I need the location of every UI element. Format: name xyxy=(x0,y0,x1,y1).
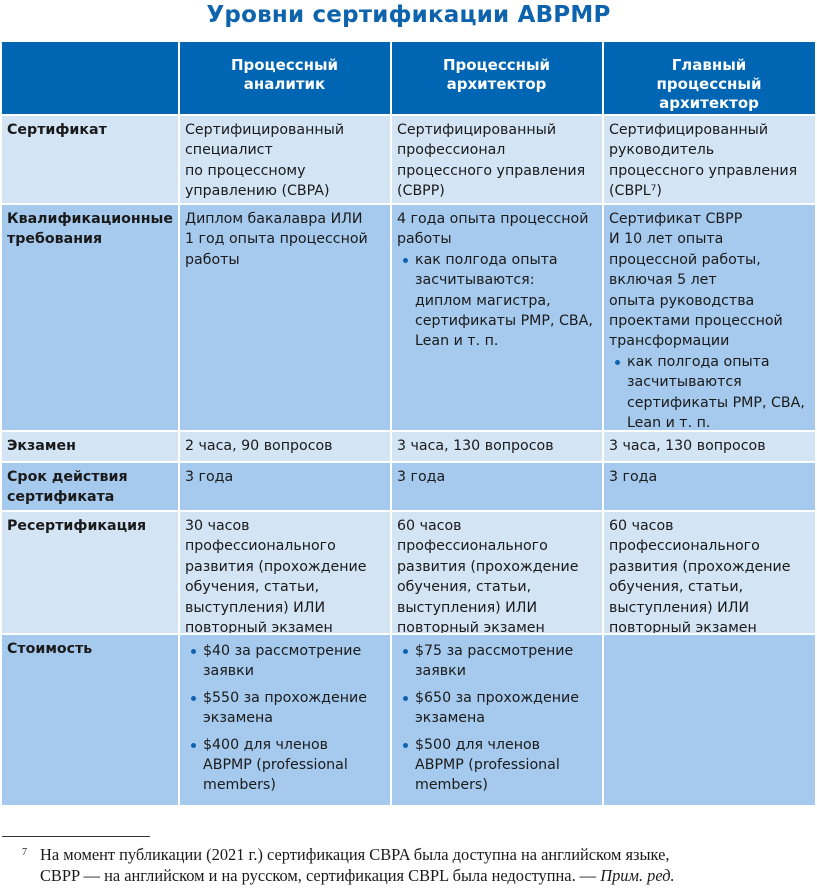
footnote: 7 На момент публикации (2021 г.) сертифи… xyxy=(22,844,817,886)
bullet-item: как полгода опыта засчитываются: диплом … xyxy=(403,250,596,352)
column-header: Процессный аналитик xyxy=(180,42,390,114)
row-header-text: Сертификат xyxy=(7,122,107,138)
table-cell: $75 за рассмотрение заявки $650 за прохож… xyxy=(392,635,602,805)
certification-table: Процессный аналитик Процессный архитектор… xyxy=(2,42,815,805)
table-cell: Сертификат CBPP И 10 лет опыта процессно… xyxy=(604,205,815,430)
column-header-text: Процессный архитектор xyxy=(442,56,551,93)
bullet-item: $75 за рассмотрение заявки xyxy=(403,641,596,682)
table-cell-text: Сертифицированный специалист по процессн… xyxy=(185,122,345,200)
table-cell-text: 3 года xyxy=(609,469,658,485)
page-title: Уровни сертификации ABPMP xyxy=(206,2,611,28)
bullet-item: $550 за прохождение экзамена xyxy=(191,688,384,729)
row-header: Сертификат xyxy=(2,116,178,203)
row-header: Срок действия сертификата xyxy=(2,463,178,510)
table-cell-text: Сертифицированный руководитель процессно… xyxy=(609,122,798,200)
column-header: Главный процессный архитектор xyxy=(604,42,815,114)
table-cell-text: Сертифицированный профессионал процессно… xyxy=(397,122,586,200)
table-cell: 3 года xyxy=(604,463,815,510)
table-cell-text: 3 года xyxy=(397,469,446,485)
table-cell: 60 часов профессионального развития (про… xyxy=(604,512,815,633)
footnote-divider xyxy=(2,836,150,837)
bullet-list: $40 за рассмотрение заявки $550 за прохож… xyxy=(185,641,384,796)
table-cell: 2 часа, 90 вопросов xyxy=(180,432,390,461)
row-header-text: Экзамен xyxy=(7,438,76,454)
footnote-text: На момент публикации (2021 г.) сертифика… xyxy=(40,845,670,885)
table-cell: 3 часа, 130 вопросов xyxy=(392,432,602,461)
table-cell: 60 часов профессионального развития (про… xyxy=(392,512,602,633)
table-cell: 3 года xyxy=(392,463,602,510)
bullet-item: $650 за прохождение экзамена xyxy=(403,688,596,729)
row-header-text: Ресертификация xyxy=(7,518,147,534)
row-header-text: Стоимость xyxy=(7,641,93,657)
bullet-list: $75 за рассмотрение заявки $650 за прохож… xyxy=(397,641,596,796)
column-header-text: Процессный аналитик xyxy=(230,56,339,93)
table-cell: 4 года опыта процессной работы как полгод… xyxy=(392,205,602,430)
table-cell: Сертифицированный руководитель процессно… xyxy=(604,116,815,203)
row-header: Квалификационные требования xyxy=(2,205,178,430)
table-cell-text: 30 часов профессионального развития (про… xyxy=(185,518,367,633)
table-cell xyxy=(604,635,815,805)
table-cell: Сертифицированный специалист по процессн… xyxy=(180,116,390,203)
table-cell-text: 2 часа, 90 вопросов xyxy=(185,438,333,454)
table-cell-text: Сертификат CBPP И 10 лет опыта процессно… xyxy=(609,211,783,350)
bullet-item: как полгода опыта засчитываются сертифик… xyxy=(615,352,809,430)
table-cell-text: 3 года xyxy=(185,469,234,485)
bullet-list: как полгода опыта засчитываются сертифик… xyxy=(609,352,809,430)
column-header xyxy=(2,42,178,114)
table-cell: 3 года xyxy=(180,463,390,510)
table-cell: Диплом бакалавра ИЛИ 1 год опыта процесс… xyxy=(180,205,390,430)
table-cell: $40 за рассмотрение заявки $550 за прохож… xyxy=(180,635,390,805)
footnote-note: Прим. ред. xyxy=(600,866,675,885)
bullet-list: как полгода опыта засчитываются: диплом … xyxy=(397,250,596,352)
table-cell-text: 60 часов профессионального развития (про… xyxy=(609,518,791,633)
table-cell-text: 3 часа, 130 вопросов xyxy=(397,438,554,454)
row-header: Ресертификация xyxy=(2,512,178,633)
row-header-text: Квалификационные требования xyxy=(7,211,173,248)
table-cell-text: 3 часа, 130 вопросов xyxy=(609,438,766,454)
table-cell-text: 60 часов профессионального развития (про… xyxy=(397,518,579,633)
row-header: Экзамен xyxy=(2,432,178,461)
table-cell-text: Диплом бакалавра ИЛИ 1 год опыта процесс… xyxy=(185,211,368,268)
table-cell-text: 4 года опыта процессной работы xyxy=(397,211,589,248)
column-header: Процессный архитектор xyxy=(392,42,602,114)
bullet-item: $500 для членов ABPMP (professional memb… xyxy=(403,735,596,796)
table-cell: 3 часа, 130 вопросов xyxy=(604,432,815,461)
footnote-marker: 7 xyxy=(22,847,27,858)
row-header-text: Срок действия сертификата xyxy=(7,469,128,506)
bullet-item: $40 за рассмотрение заявки xyxy=(191,641,384,682)
column-header-text: Главный процессный архитектор xyxy=(656,56,762,112)
table-cell: Сертифицированный профессионал процессно… xyxy=(392,116,602,203)
table-cell: 30 часов профессионального развития (про… xyxy=(180,512,390,633)
row-header: Стоимость xyxy=(2,635,178,805)
bullet-item: $400 для членов ABPMP (professional memb… xyxy=(191,735,384,796)
